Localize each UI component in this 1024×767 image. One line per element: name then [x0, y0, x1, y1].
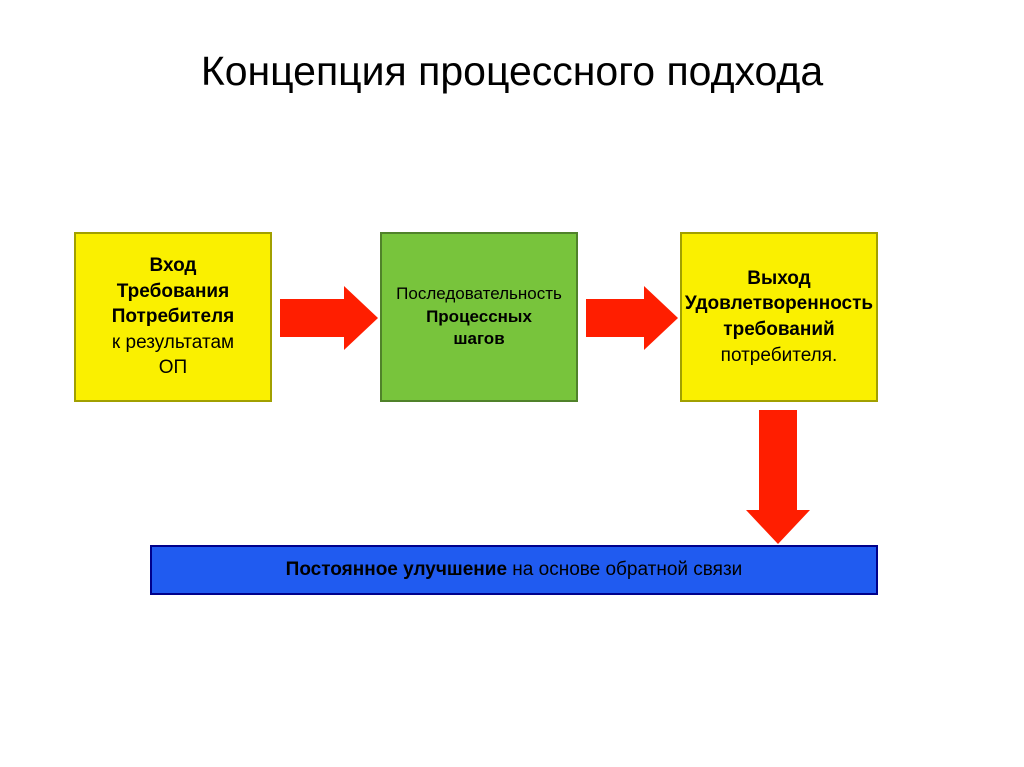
box-input: Вход Требования Потребителя к результата… — [74, 232, 272, 402]
box-output: Выход Удовлетворенность требований потре… — [680, 232, 878, 402]
box-output-line-0: Выход — [747, 266, 810, 292]
box-output-line-1: Удовлетворенность — [685, 291, 873, 317]
box-process-line-1: Процессных — [426, 306, 532, 329]
arrow-input-to-process-icon — [280, 286, 378, 350]
box-process-line-0: Последовательность — [396, 283, 562, 306]
box-input-line-3: к результатам — [112, 330, 234, 356]
arrow-process-to-output-icon — [586, 286, 678, 350]
box-feedback-text: Постоянное улучшение на основе обратной … — [286, 557, 743, 583]
box-input-line-2: Потребителя — [112, 304, 234, 330]
box-process-line-2: шагов — [453, 328, 504, 351]
box-input-line-1: Требования — [117, 279, 229, 305]
box-feedback: Постоянное улучшение на основе обратной … — [150, 545, 878, 595]
box-input-line-0: Вход — [150, 253, 197, 279]
box-process: Последовательность Процессных шагов — [380, 232, 578, 402]
arrow-output-to-feedback-icon — [746, 410, 810, 544]
page-title: Концепция процессного подхода — [0, 48, 1024, 95]
box-input-line-4: ОП — [159, 355, 187, 381]
box-output-line-2: требований — [723, 317, 834, 343]
box-output-line-3: потребителя. — [721, 343, 838, 369]
